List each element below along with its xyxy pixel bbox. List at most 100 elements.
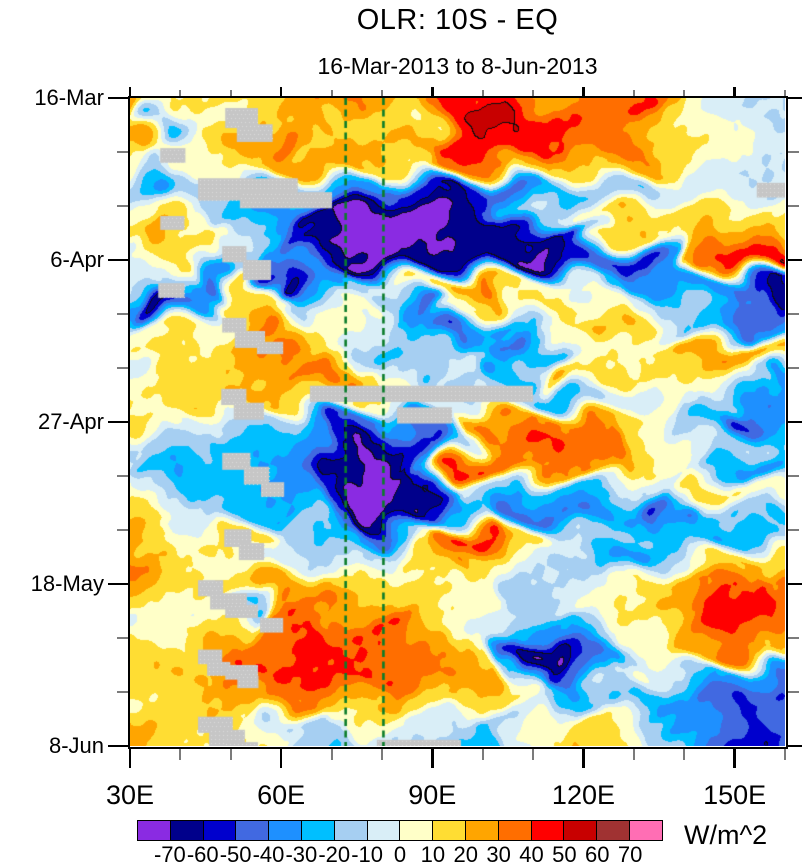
x-axis-top-minor-tick (330, 89, 333, 96)
colorbar-tick-label: -20 (318, 842, 351, 863)
y-axis-minor-tick (116, 475, 128, 477)
y-axis-major-tick (107, 420, 128, 424)
y-axis-major-tick (107, 258, 128, 262)
figure-subtitle: 16-Mar-2013 to 8-Jun-2013 (317, 53, 598, 79)
y-axis-minor-tick (116, 367, 128, 369)
colorbar-cell (268, 820, 303, 841)
x-axis-top-minor-tick (632, 89, 635, 96)
y-axis-right-major-tick (787, 744, 802, 748)
olr-hovmoller-plot (130, 98, 785, 746)
y-axis-right-major-tick (787, 96, 802, 100)
colorbar-cell (300, 820, 335, 841)
x-axis-minor-tick (481, 748, 484, 760)
colorbar-cell (530, 820, 565, 841)
colorbar-cell (464, 820, 499, 841)
y-axis-minor-tick (116, 151, 128, 153)
x-axis-minor-tick (229, 748, 232, 760)
x-axis-top-major-tick (128, 87, 132, 96)
y-axis-label: 6-Apr (50, 247, 104, 272)
colorbar-units-label: W/m^2 (684, 820, 768, 850)
x-axis-top-minor-tick (380, 89, 383, 96)
y-axis-label: 18-May (30, 571, 104, 596)
colorbar-cell (399, 820, 434, 841)
colorbar-tick-label: -50 (219, 842, 252, 863)
x-axis-label: 60E (257, 780, 306, 810)
colorbar-cell (202, 820, 237, 841)
x-axis-top-minor-tick (481, 89, 484, 96)
y-axis-major-tick (107, 582, 128, 586)
y-axis-minor-tick (116, 637, 128, 639)
y-axis-label: 8-Jun (48, 733, 104, 758)
x-axis-top-minor-tick (683, 89, 686, 96)
colorbar (137, 820, 663, 841)
y-axis-right-minor-tick (787, 529, 799, 531)
x-axis-minor-tick (632, 748, 635, 760)
x-axis-top-major-tick (582, 87, 585, 96)
y-axis-minor-tick (116, 529, 128, 531)
y-axis-right-minor-tick (787, 151, 799, 153)
x-axis-label: 150E (703, 780, 767, 810)
colorbar-tick-label: -70 (153, 842, 186, 863)
colorbar-tick-label: 70 (617, 842, 643, 863)
y-axis-right-major-tick (787, 258, 802, 262)
x-axis-label: 90E (408, 780, 457, 810)
y-axis-right-major-tick (787, 420, 802, 424)
y-axis-right-minor-tick (787, 313, 799, 315)
colorbar-tick-label: 60 (585, 842, 610, 863)
colorbar-cell (628, 820, 663, 841)
colorbar-tick-label: 40 (519, 842, 544, 863)
y-axis-minor-tick (116, 205, 128, 207)
y-axis-minor-tick (116, 691, 128, 693)
x-axis-minor-tick (380, 748, 383, 760)
colorbar-cell (497, 820, 532, 841)
x-axis-major-tick (128, 748, 132, 768)
x-axis-top-minor-tick (784, 89, 786, 96)
x-axis-minor-tick (683, 748, 686, 760)
colorbar-cell (432, 820, 467, 841)
colorbar-cell (137, 820, 171, 841)
y-axis-major-tick (107, 96, 128, 100)
colorbar-cell (596, 820, 631, 841)
x-axis-minor-tick (179, 748, 182, 760)
y-axis-right-major-tick (787, 582, 802, 586)
x-axis-top-minor-tick (229, 89, 232, 96)
colorbar-tick-label: 10 (420, 842, 446, 863)
colorbar-tick-label: -60 (186, 842, 219, 863)
x-axis-major-tick (431, 748, 434, 768)
x-axis-major-tick (733, 748, 736, 768)
colorbar-tick-label: -40 (252, 842, 285, 863)
x-axis-label: 120E (551, 780, 615, 810)
y-axis-right-minor-tick (787, 637, 799, 639)
y-axis-right-minor-tick (787, 367, 799, 369)
x-axis-major-tick (279, 748, 283, 768)
x-axis-top-major-tick (431, 87, 434, 96)
x-axis-label: 30E (105, 780, 155, 810)
y-axis-minor-tick (116, 313, 128, 315)
x-axis-minor-tick (532, 748, 535, 760)
colorbar-tick-label: 20 (453, 842, 478, 863)
x-axis-minor-tick (784, 748, 786, 760)
x-axis-minor-tick (330, 748, 333, 760)
colorbar-cell (235, 820, 270, 841)
y-axis-right-minor-tick (787, 691, 799, 693)
y-axis-label: 27-Apr (37, 409, 104, 434)
x-axis-top-minor-tick (179, 89, 182, 96)
colorbar-cell (366, 820, 401, 841)
y-axis-label: 16-Mar (34, 85, 104, 110)
colorbar-cell (169, 820, 204, 841)
x-axis-top-major-tick (733, 87, 736, 96)
y-axis-major-tick (107, 744, 128, 748)
y-axis-right-minor-tick (787, 205, 799, 207)
x-axis-top-major-tick (279, 87, 283, 96)
colorbar-tick-label: 0 (393, 842, 407, 863)
colorbar-cell (333, 820, 368, 841)
colorbar-tick-label: -30 (285, 842, 318, 863)
colorbar-cell (563, 820, 598, 841)
page-title: OLR: 10S - EQ (356, 4, 559, 36)
colorbar-tick-label: 50 (552, 842, 577, 863)
y-axis-right-minor-tick (787, 475, 799, 477)
colorbar-tick-label: -10 (351, 842, 384, 863)
colorbar-tick-label: 30 (486, 842, 511, 863)
x-axis-major-tick (582, 748, 585, 768)
